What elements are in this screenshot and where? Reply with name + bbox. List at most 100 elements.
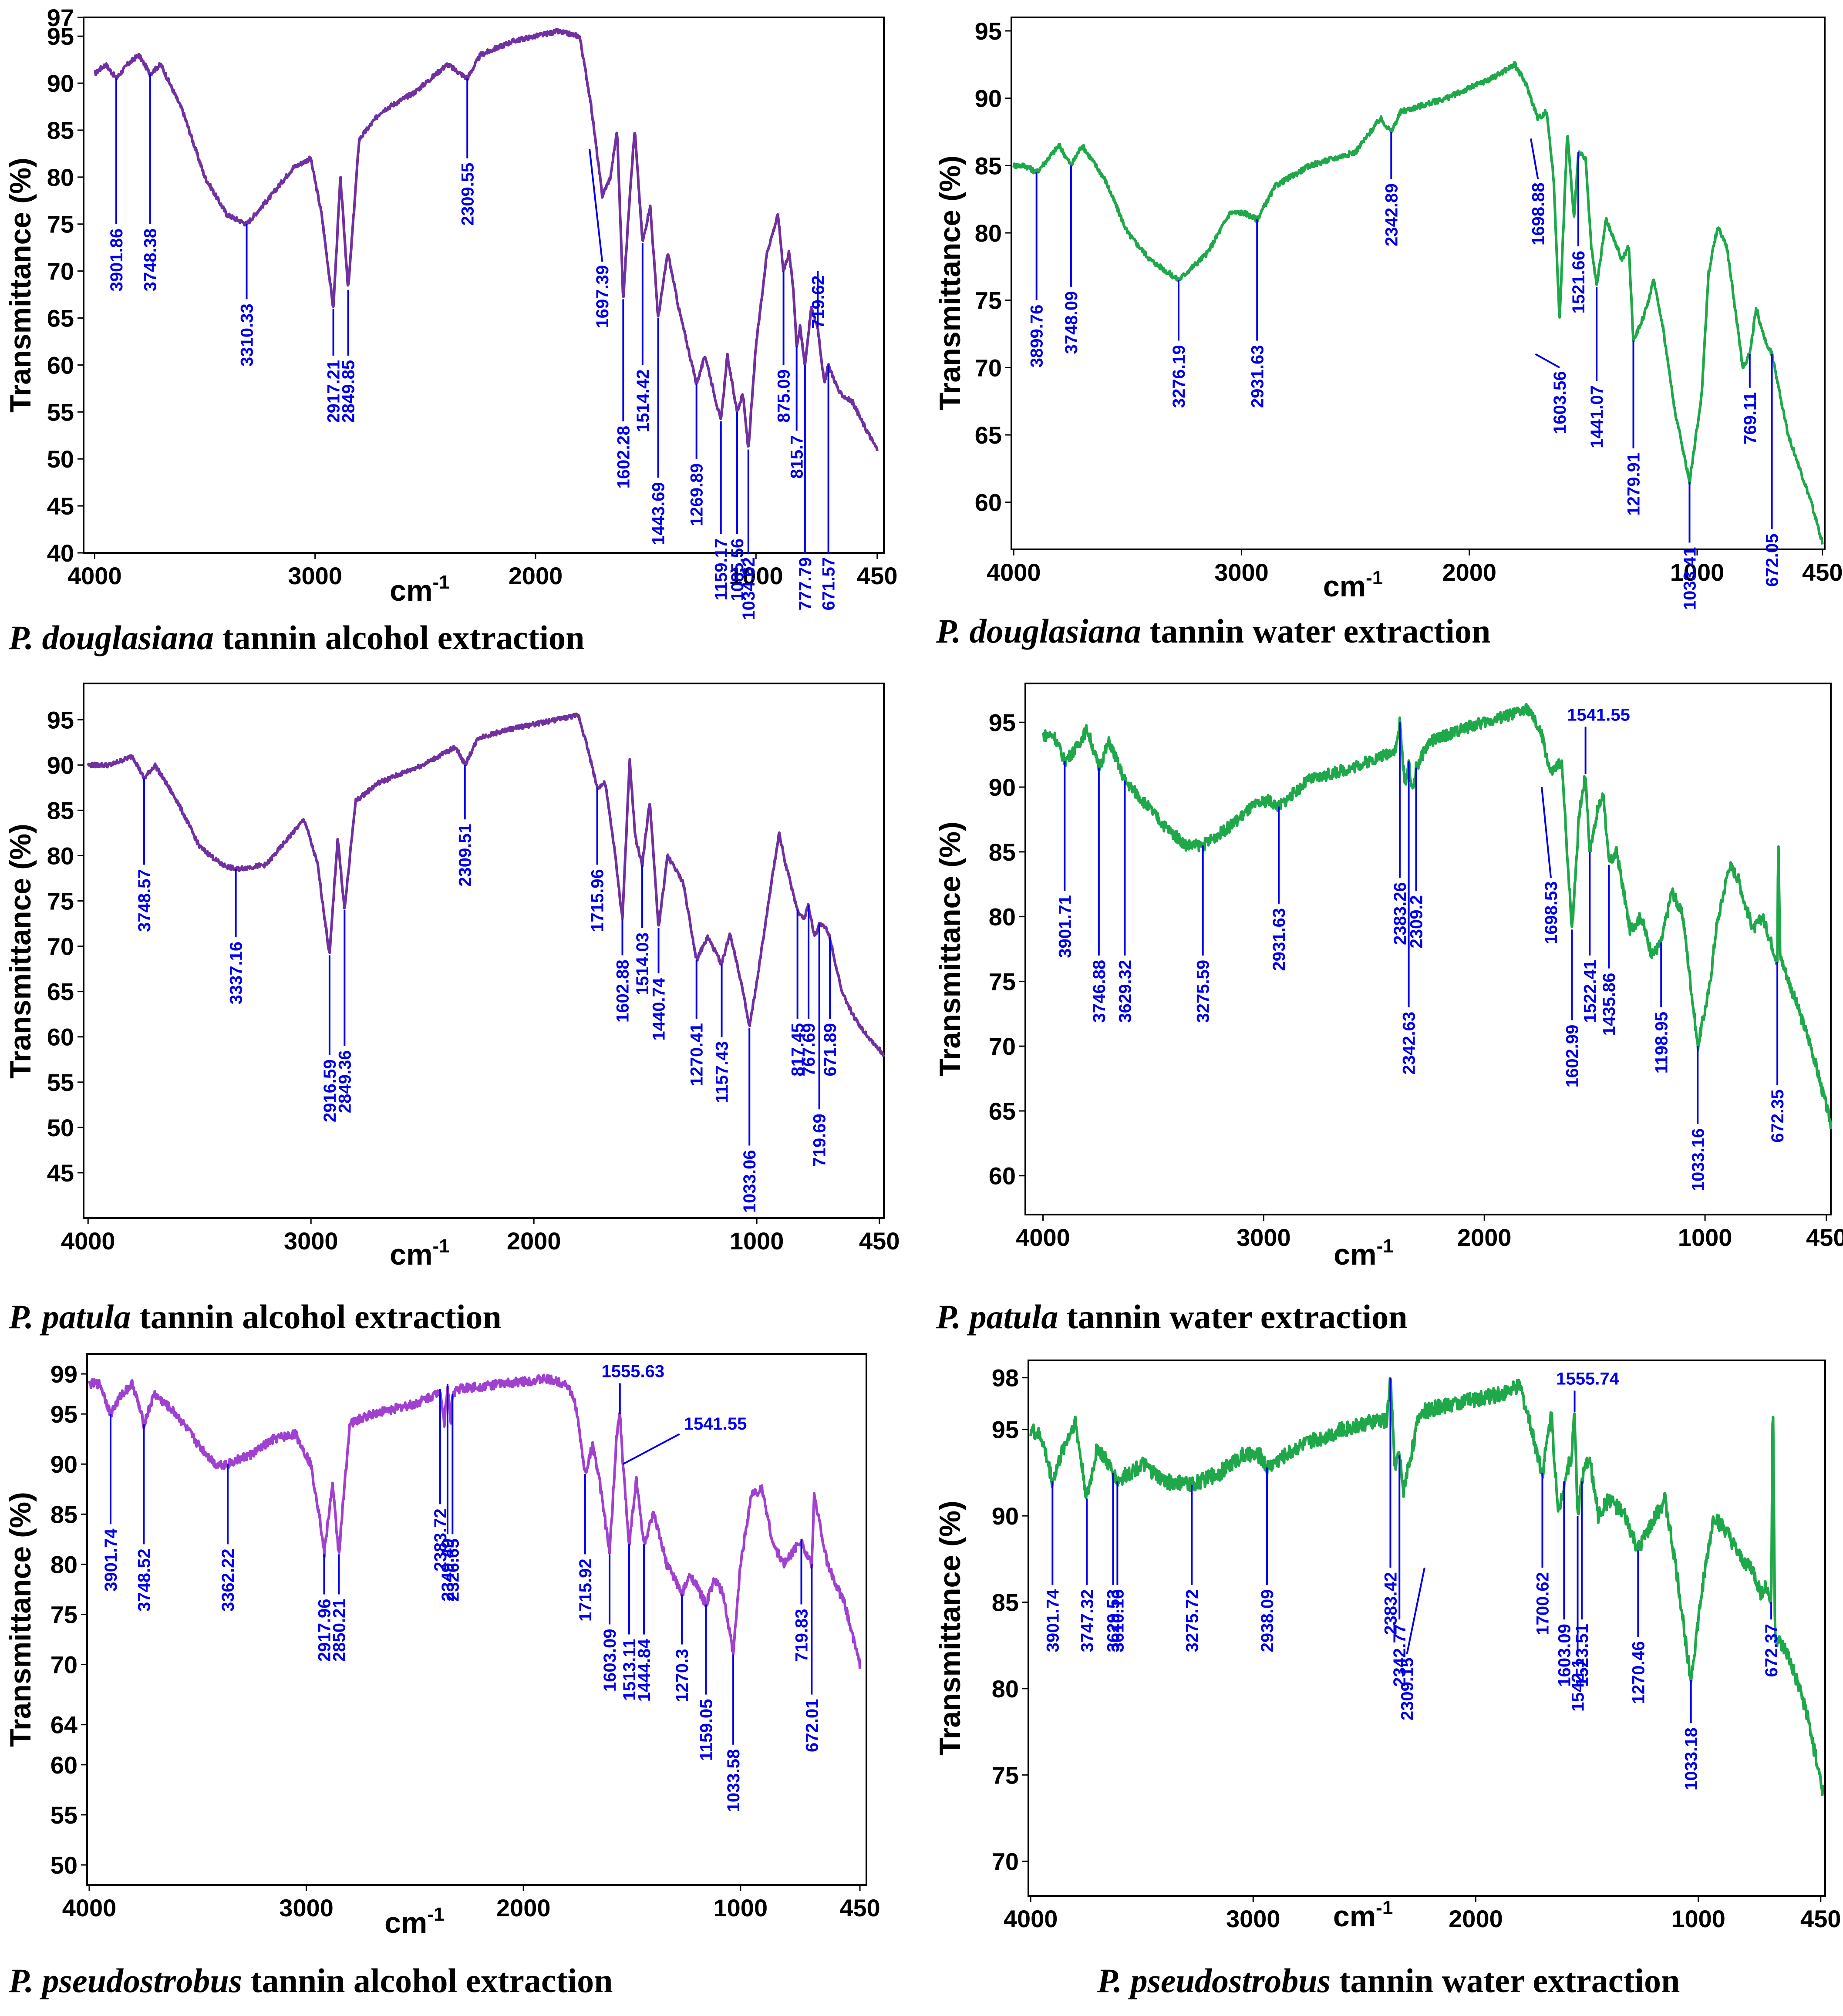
peak-annotation: 719.83 xyxy=(792,1539,812,1662)
peak-annotation: 1159.05 xyxy=(697,1604,716,1761)
y-tick-label: 64 xyxy=(51,1711,77,1739)
peak-annotation: 2849.85 xyxy=(339,289,358,423)
y-axis-title: Transmittance (%) xyxy=(4,1492,37,1747)
peak-annotation: 767.69 xyxy=(799,905,819,1076)
peak-label: 1159.17 xyxy=(712,538,731,600)
x-tick-label: 4000 xyxy=(67,562,122,589)
peak-label: 3610.16 xyxy=(1108,1589,1127,1653)
y-tick-label: 45 xyxy=(47,1159,74,1187)
peak-label: 1555.74 xyxy=(1556,1370,1619,1389)
plot-frame xyxy=(86,1353,867,1886)
x-tick-label: 2000 xyxy=(1442,559,1496,586)
peak-annotation: 3610.16 xyxy=(1108,1481,1127,1653)
y-tick-label: 80 xyxy=(47,164,74,191)
peak-annotation: 3310.33 xyxy=(238,224,257,367)
peak-leader-line xyxy=(589,148,603,262)
peak-leader-line xyxy=(1406,1567,1425,1654)
y-tick-label: 55 xyxy=(47,1069,74,1096)
peak-label: 2916.59 xyxy=(320,1059,340,1122)
peak-annotation: 1033.16 xyxy=(1688,1046,1708,1191)
y-tick-label: 55 xyxy=(51,1801,77,1829)
peak-label: 1523.51 xyxy=(1573,1624,1592,1687)
y-tick-label: 65 xyxy=(47,978,74,1006)
y-axis-title: Transmittance (%) xyxy=(933,155,967,411)
x-tick-label: 450 xyxy=(839,1894,880,1922)
peak-annotation: 3746.88 xyxy=(1090,767,1109,1023)
y-tick-label: 90 xyxy=(51,1451,77,1478)
peak-annotation: 875.09 xyxy=(775,271,794,423)
peak-label: 1555.63 xyxy=(601,1362,664,1381)
peak-label: 3901.86 xyxy=(107,229,126,292)
y-tick-label: 50 xyxy=(47,445,74,473)
peak-annotation: 3362.22 xyxy=(219,1464,238,1612)
peak-label: 2849.36 xyxy=(335,1050,354,1114)
peak-annotation: 1700.62 xyxy=(1533,1472,1552,1635)
peak-annotation: 3901.86 xyxy=(107,78,126,291)
peak-label: 3629.32 xyxy=(1115,960,1135,1023)
peak-label: 671.89 xyxy=(821,1023,840,1076)
peak-label: 1522.41 xyxy=(1580,960,1600,1023)
peak-annotation: 1541.55 xyxy=(622,1414,747,1465)
peak-label: 1279.91 xyxy=(1624,453,1644,516)
peak-annotation: 2931.63 xyxy=(1248,219,1267,408)
y-tick-label: 60 xyxy=(47,1023,74,1051)
peak-label: 3748.09 xyxy=(1062,291,1081,354)
peak-annotation: 672.35 xyxy=(1768,962,1787,1143)
peak-label: 1443.69 xyxy=(649,482,668,545)
y-tick-label: 95 xyxy=(989,709,1016,736)
peak-label: 672.37 xyxy=(1762,1624,1781,1677)
peak-annotation: 769.11 xyxy=(1741,354,1760,444)
x-tick-label: 3000 xyxy=(284,1227,338,1255)
x-tick-label: 2000 xyxy=(1457,1224,1512,1251)
spectrum-line xyxy=(88,1373,861,1669)
peak-label: 2309.55 xyxy=(458,163,477,226)
peak-annotation: 817.45 xyxy=(788,910,808,1076)
y-tick-label: 60 xyxy=(51,1751,77,1779)
y-tick-label: 95 xyxy=(51,1400,77,1428)
peak-annotation: 1602.88 xyxy=(613,919,633,1023)
x-tick-label: 450 xyxy=(857,562,897,589)
peak-annotation: 719.69 xyxy=(810,923,829,1167)
y-tick-label: 85 xyxy=(47,797,74,824)
peak-annotation: 1033.58 xyxy=(724,1654,743,1812)
peak-annotation: 3337.16 xyxy=(227,869,246,1004)
caption-pd-alcohol: P. douglasiana tannin alcohol extraction xyxy=(9,619,585,656)
peak-annotation: 2309.51 xyxy=(456,765,475,887)
peak-label: 2931.63 xyxy=(1270,908,1289,971)
peak-annotation: 1033.41 xyxy=(1680,482,1699,610)
peak-annotation: 672.05 xyxy=(1763,354,1782,587)
peak-annotation: 1085.56 xyxy=(728,412,747,601)
peak-label: 1033.16 xyxy=(1688,1128,1708,1191)
y-tick-label: 45 xyxy=(47,492,74,520)
peak-annotation: 1269.89 xyxy=(687,384,707,526)
peak-annotation: 1440.74 xyxy=(650,928,669,1041)
y-tick-label: 90 xyxy=(989,774,1016,801)
peak-annotation: 3899.76 xyxy=(1028,172,1047,367)
peak-annotation: 2349.49 xyxy=(438,1384,458,1602)
peak-label: 1435.86 xyxy=(1600,973,1619,1036)
y-tick-label: 95 xyxy=(992,1416,1019,1444)
peak-annotation: 1279.91 xyxy=(1624,340,1644,516)
x-tick-label: 1000 xyxy=(730,1227,784,1255)
peak-annotation: 671.57 xyxy=(819,365,839,610)
peak-annotation: 719.62 xyxy=(809,271,828,329)
peak-annotation: 3748.57 xyxy=(135,778,154,932)
peak-label: 672.05 xyxy=(1763,534,1782,587)
peak-annotation: 1514.42 xyxy=(633,242,653,432)
x-tick-label: 450 xyxy=(1806,1224,1843,1251)
peak-label: 3276.19 xyxy=(1169,345,1189,408)
peak-annotation: 3901.71 xyxy=(1055,761,1075,958)
caption-pd-water: P. douglasiana tannin water extraction xyxy=(936,612,1491,650)
x-tick-label: 1000 xyxy=(714,1894,768,1922)
peak-label: 1159.05 xyxy=(697,1699,716,1761)
y-axis-title: Transmittance (%) xyxy=(4,824,37,1079)
peak-leader-line xyxy=(1541,787,1552,878)
peak-label: 1700.62 xyxy=(1533,1572,1552,1635)
x-tick-label: 4000 xyxy=(1016,1224,1070,1251)
peak-annotation: 1443.69 xyxy=(649,318,668,545)
peak-annotation: 2383.42 xyxy=(1381,1377,1400,1635)
peak-label: 719.83 xyxy=(792,1609,812,1662)
y-tick-label: 60 xyxy=(989,1162,1016,1190)
y-tick-label: 90 xyxy=(975,85,1002,112)
